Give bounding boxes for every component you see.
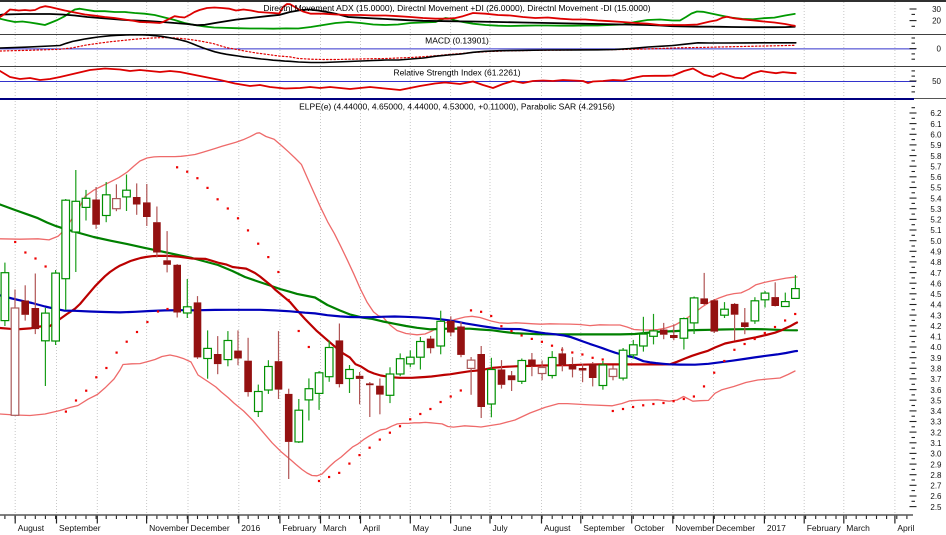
svg-text:5.2: 5.2 <box>930 216 942 225</box>
svg-text:2.9: 2.9 <box>930 460 942 469</box>
svg-text:5.1: 5.1 <box>930 226 942 235</box>
svg-text:4.5: 4.5 <box>930 290 942 299</box>
svg-text:6.0: 6.0 <box>930 131 942 140</box>
svg-text:February: February <box>807 523 842 533</box>
svg-text:5.0: 5.0 <box>930 237 942 246</box>
svg-text:April: April <box>897 523 914 533</box>
svg-text:4.6: 4.6 <box>930 279 942 288</box>
svg-text:September: September <box>59 523 101 533</box>
svg-text:5.4: 5.4 <box>930 194 942 203</box>
svg-text:2.8: 2.8 <box>930 471 942 480</box>
svg-text:4.1: 4.1 <box>930 333 942 342</box>
svg-text:MACD (0.13901): MACD (0.13901) <box>425 36 489 46</box>
svg-text:March: March <box>846 523 870 533</box>
svg-text:June: June <box>453 523 472 533</box>
svg-text:0: 0 <box>937 45 942 54</box>
svg-text:2017: 2017 <box>767 523 786 533</box>
svg-text:3.8: 3.8 <box>930 365 942 374</box>
svg-text:4.8: 4.8 <box>930 258 942 267</box>
svg-text:2.5: 2.5 <box>930 503 942 512</box>
svg-text:3.5: 3.5 <box>930 396 942 405</box>
svg-text:Relative Strength Index (61.22: Relative Strength Index (61.2261) <box>393 68 520 78</box>
svg-text:August: August <box>544 523 571 533</box>
svg-text:50: 50 <box>932 77 941 86</box>
svg-text:30: 30 <box>932 5 941 14</box>
svg-text:December: December <box>716 523 755 533</box>
svg-text:4.3: 4.3 <box>930 311 942 320</box>
svg-text:5.7: 5.7 <box>930 162 942 171</box>
svg-text:5.9: 5.9 <box>930 141 942 150</box>
svg-text:2.6: 2.6 <box>930 492 942 501</box>
svg-text:3.9: 3.9 <box>930 354 942 363</box>
svg-text:November: November <box>149 523 188 533</box>
svg-text:3.4: 3.4 <box>930 407 942 416</box>
svg-text:2016: 2016 <box>241 523 260 533</box>
svg-text:4.2: 4.2 <box>930 322 942 331</box>
svg-text:September: September <box>583 523 625 533</box>
svg-text:May: May <box>413 523 430 533</box>
svg-text:3.3: 3.3 <box>930 418 942 427</box>
svg-text:August: August <box>18 523 45 533</box>
svg-text:4.9: 4.9 <box>930 248 942 257</box>
svg-text:October: October <box>634 523 664 533</box>
svg-text:6.2: 6.2 <box>930 109 942 118</box>
svg-text:July: July <box>493 523 509 533</box>
svg-text:4.7: 4.7 <box>930 269 942 278</box>
svg-text:November: November <box>675 523 714 533</box>
svg-text:3.2: 3.2 <box>930 428 942 437</box>
svg-text:5.6: 5.6 <box>930 173 942 182</box>
svg-text:December: December <box>191 523 230 533</box>
svg-text:March: March <box>323 523 347 533</box>
svg-text:6.1: 6.1 <box>930 120 942 129</box>
svg-text:3.7: 3.7 <box>930 375 942 384</box>
svg-text:5.3: 5.3 <box>930 205 942 214</box>
svg-text:3.0: 3.0 <box>930 450 942 459</box>
svg-text:3.1: 3.1 <box>930 439 942 448</box>
svg-text:April: April <box>363 523 380 533</box>
svg-text:Directnl Movement ADX (15.0000: Directnl Movement ADX (15.0000), Directn… <box>263 3 650 13</box>
svg-text:4.4: 4.4 <box>930 301 942 310</box>
svg-text:5.8: 5.8 <box>930 152 942 161</box>
svg-text:3.6: 3.6 <box>930 386 942 395</box>
svg-text:4.0: 4.0 <box>930 343 942 352</box>
svg-text:2.7: 2.7 <box>930 482 942 491</box>
svg-text:February: February <box>282 523 317 533</box>
svg-text:20: 20 <box>932 17 941 26</box>
svg-text:5.5: 5.5 <box>930 184 942 193</box>
svg-text:ELPE(e) (4.44000, 4.65000, 4.4: ELPE(e) (4.44000, 4.65000, 4.44000, 4.53… <box>299 102 615 112</box>
